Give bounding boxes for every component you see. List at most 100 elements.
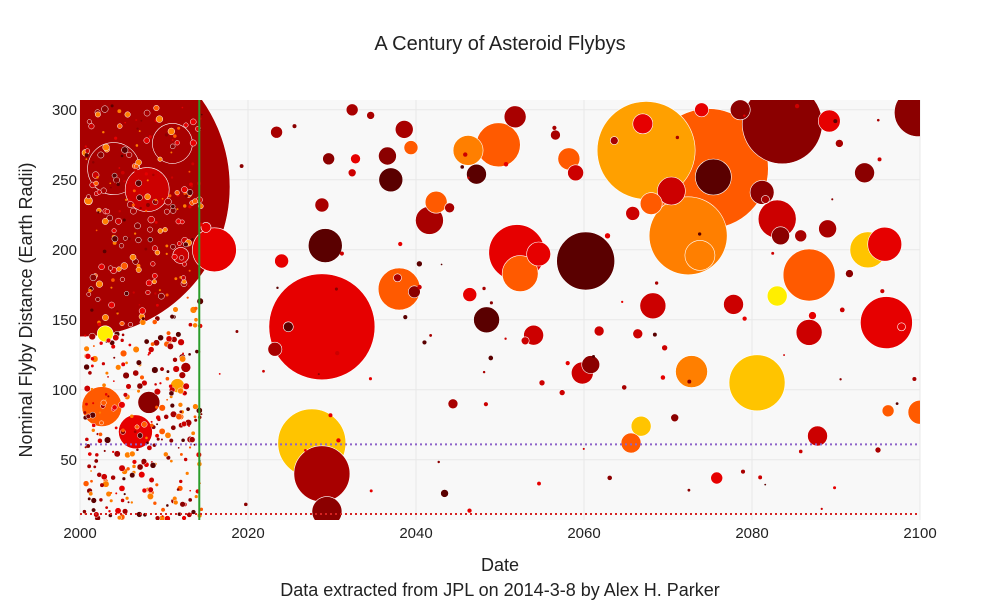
flyby-marker (115, 364, 122, 371)
flyby-marker (135, 118, 138, 122)
flyby-marker (186, 296, 189, 299)
flyby-marker (179, 410, 183, 414)
reference-lines (80, 100, 920, 520)
flyby-marker (766, 285, 788, 307)
flyby-marker (137, 391, 161, 414)
flyby-marker (179, 501, 186, 508)
flyby-marker (189, 139, 197, 147)
flyby-marker (276, 286, 279, 290)
flyby-marker (82, 480, 90, 487)
flyby-marker (83, 385, 91, 393)
flyby-marker (179, 452, 183, 456)
flyby-marker (473, 306, 500, 334)
flyby-marker (854, 162, 875, 184)
flyby-marker (476, 122, 521, 168)
flyby-marker (115, 217, 122, 225)
flyby-marker (794, 103, 800, 109)
flyby-marker (127, 501, 130, 504)
flyby-marker (835, 139, 844, 148)
flyby-marker (625, 206, 641, 221)
flyby-marker (165, 252, 168, 255)
flyby-marker (192, 403, 199, 410)
flyby-marker (831, 198, 834, 201)
flyby-marker (148, 135, 152, 139)
flyby-marker (188, 205, 192, 209)
flyby-marker (146, 203, 150, 207)
flyby-marker (632, 328, 644, 340)
flyby-marker (188, 170, 191, 173)
flyby-marker (200, 222, 212, 233)
flyby-marker (95, 280, 103, 288)
flyby-marker (120, 154, 124, 158)
flyby-marker (148, 477, 155, 483)
flyby-marker (116, 312, 119, 315)
flyby-marker (165, 335, 173, 343)
flyby-marker (167, 127, 175, 136)
flyby-marker (177, 126, 181, 130)
flyby-marker (550, 129, 561, 141)
flyby-marker (157, 228, 164, 234)
flyby-marker (112, 334, 120, 342)
flyby-marker (147, 216, 155, 224)
flyby-marker (181, 438, 185, 443)
flyby-marker (170, 203, 176, 209)
flyby-marker (368, 377, 373, 381)
flyby-marker (86, 292, 92, 297)
flyby-marker (183, 192, 186, 195)
y-tick-label: 250 (52, 172, 77, 189)
flyby-marker (172, 357, 178, 363)
flyby-marker (728, 354, 786, 412)
flyby-marker (552, 125, 557, 130)
flyby-marker (147, 486, 154, 493)
flyby-marker (122, 218, 126, 222)
flyby-marker (184, 194, 189, 198)
flyby-marker (139, 319, 147, 326)
flyby-marker (119, 276, 125, 282)
flyby-marker (120, 244, 124, 248)
flyby-marker (86, 194, 91, 200)
flyby-marker (158, 292, 165, 300)
flyby-marker (183, 122, 189, 128)
flyby-marker (129, 472, 136, 479)
flyby-marker (661, 344, 668, 352)
flyby-marker (85, 402, 88, 406)
flyby-marker (632, 113, 654, 135)
flyby-marker (482, 370, 486, 374)
flyby-marker (180, 362, 192, 373)
flyby-marker (675, 355, 708, 388)
flyby-marker (158, 404, 166, 412)
flyby-marker (462, 287, 478, 302)
flyby-marker (684, 240, 716, 271)
flyby-marker (771, 226, 790, 246)
flyby-marker (177, 387, 184, 395)
flyby-marker (199, 507, 204, 511)
flyby-marker (100, 399, 107, 406)
flyby-marker (139, 206, 142, 210)
flyby-marker (118, 464, 126, 472)
flyby-marker (174, 190, 180, 196)
flyby-marker (100, 483, 104, 488)
flyby-marker (131, 459, 138, 465)
flyby-marker (182, 382, 190, 390)
flyby-marker (783, 354, 786, 356)
flyby-marker (168, 438, 174, 444)
flyby-marker (161, 198, 164, 200)
flyby-marker (127, 321, 134, 328)
flyby-marker (151, 366, 159, 374)
flyby-marker (83, 345, 90, 352)
flyby-marker (795, 319, 823, 346)
flyby-marker (100, 473, 108, 481)
flyby-marker (483, 402, 489, 407)
flyby-marker (141, 379, 148, 387)
flyby-marker (460, 165, 465, 169)
flyby-marker (92, 345, 95, 347)
flyby-marker (96, 176, 99, 179)
flyby-marker (130, 414, 134, 419)
flyby-marker (124, 291, 130, 297)
flyby-marker (126, 467, 130, 471)
flyby-marker (172, 365, 180, 373)
x-tick-label: 2060 (567, 525, 600, 542)
flyby-marker (116, 177, 119, 180)
x-tick-label: 2000 (63, 525, 96, 542)
flyby-marker (124, 111, 131, 118)
